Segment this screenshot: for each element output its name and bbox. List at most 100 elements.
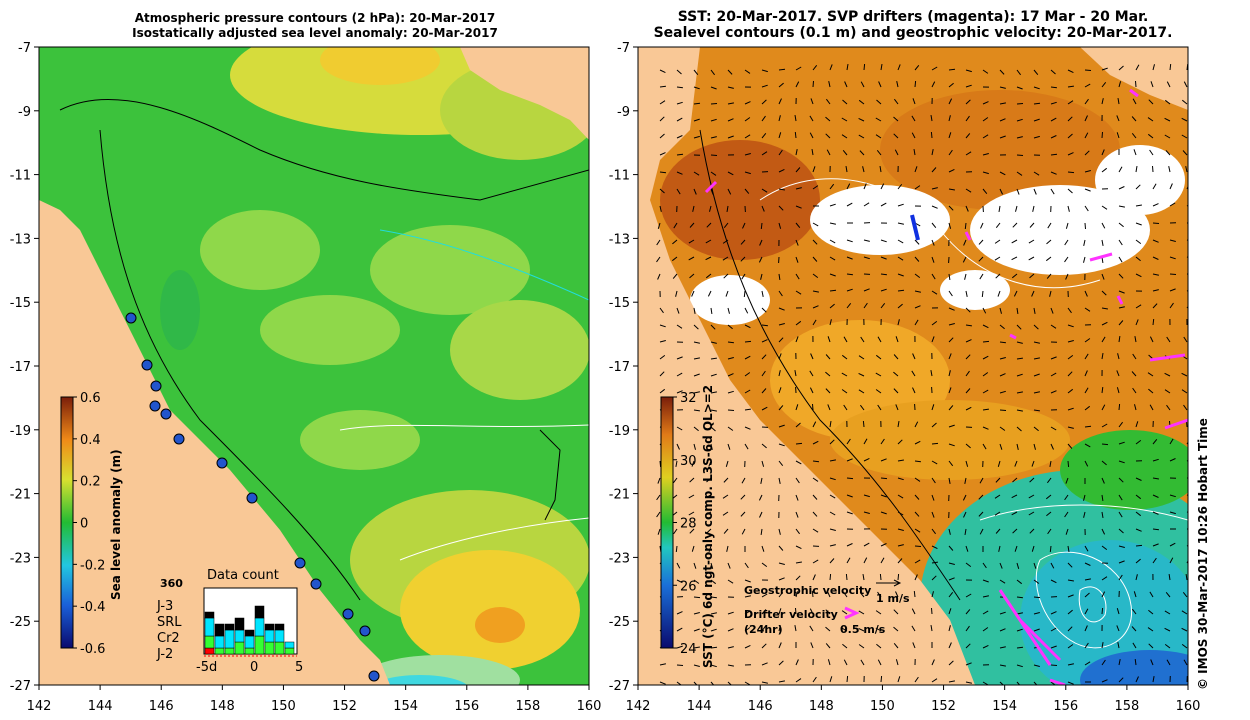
left-ytick-label: -19 bbox=[10, 424, 31, 439]
velocity-arrow bbox=[761, 406, 768, 411]
velocity-arrow bbox=[794, 131, 797, 139]
velocity-arrow bbox=[744, 426, 751, 430]
right-ytick-label: -13 bbox=[609, 232, 630, 247]
velocity-arrow bbox=[1186, 560, 1188, 564]
velocity-arrow bbox=[879, 166, 882, 173]
velocity-arrow bbox=[858, 117, 865, 122]
velocity-arrow bbox=[912, 353, 916, 360]
velocity-arrow bbox=[705, 494, 712, 499]
velocity-arrow bbox=[879, 573, 882, 581]
velocity-arrow bbox=[723, 222, 729, 229]
velocity-arrow bbox=[778, 577, 785, 581]
velocity-arrow bbox=[982, 644, 989, 649]
velocity-arrow bbox=[982, 307, 987, 314]
data-count-bar bbox=[204, 611, 215, 619]
velocity-arrow bbox=[829, 528, 836, 531]
velocity-arrow bbox=[758, 256, 763, 263]
velocity-arrow bbox=[795, 239, 799, 246]
velocity-arrow bbox=[1016, 628, 1023, 632]
data-count-bar bbox=[234, 641, 245, 655]
velocity-arrow bbox=[914, 460, 921, 463]
velocity-arrow bbox=[893, 133, 899, 139]
velocity-arrow bbox=[705, 273, 712, 279]
velocity-arrow bbox=[1064, 494, 1069, 501]
velocity-arrow bbox=[914, 477, 921, 482]
velocity-arrow bbox=[812, 305, 819, 309]
velocity-arrow bbox=[827, 336, 831, 343]
velocity-arrow bbox=[706, 477, 712, 483]
velocity-arrow bbox=[744, 579, 751, 583]
velocity-arrow bbox=[761, 132, 767, 139]
velocity-arrow bbox=[875, 117, 882, 122]
velocity-arrow bbox=[691, 545, 695, 552]
velocity-arrow bbox=[795, 290, 802, 295]
velocity-arrow bbox=[1084, 132, 1089, 139]
velocity-arrow bbox=[1012, 528, 1018, 534]
velocity-arrow bbox=[1033, 118, 1040, 122]
sla-colorbar-label: Sea level anomaly (m) bbox=[109, 449, 123, 600]
velocity-arrow bbox=[659, 188, 665, 194]
velocity-arrow bbox=[812, 319, 817, 326]
velocity-arrow bbox=[795, 222, 801, 229]
velocity-arrow bbox=[1050, 627, 1057, 632]
velocity-arrow bbox=[1118, 336, 1121, 343]
velocity-arrow bbox=[761, 562, 768, 567]
velocity-arrow bbox=[1117, 98, 1120, 105]
velocity-arrow bbox=[999, 188, 1004, 195]
velocity-arrow bbox=[948, 562, 955, 565]
velocity-arrow bbox=[1067, 443, 1073, 449]
velocity-arrow bbox=[1181, 372, 1188, 377]
velocity-arrow bbox=[1067, 388, 1074, 394]
velocity-arrow bbox=[725, 290, 729, 297]
velocity-arrow bbox=[1084, 338, 1091, 343]
velocity-arrow bbox=[1149, 336, 1154, 343]
data-count-bar bbox=[204, 635, 215, 649]
velocity-arrow bbox=[676, 307, 680, 314]
velocity-arrow bbox=[693, 341, 700, 344]
velocity-arrow bbox=[744, 153, 751, 156]
velocity-arrow bbox=[897, 528, 904, 531]
velocity-arrow bbox=[1169, 63, 1172, 71]
left-ytick-label: -7 bbox=[18, 41, 31, 56]
velocity-arrow bbox=[914, 494, 920, 500]
velocity-arrow bbox=[1033, 188, 1037, 195]
velocity-arrow bbox=[858, 644, 865, 649]
velocity-arrow bbox=[659, 133, 665, 139]
velocity-arrow bbox=[1152, 477, 1159, 480]
velocity-arrow bbox=[676, 664, 684, 666]
velocity-arrow bbox=[1016, 373, 1023, 377]
velocity-arrow bbox=[914, 511, 920, 517]
velocity-arrow bbox=[778, 562, 785, 565]
velocity-arrow bbox=[1131, 371, 1137, 377]
velocity-arrow bbox=[778, 660, 784, 666]
velocity-arrow bbox=[810, 642, 814, 649]
velocity-arrow bbox=[914, 239, 920, 245]
velocity-arrow bbox=[1152, 318, 1155, 326]
velocity-arrow bbox=[1064, 511, 1069, 518]
velocity-arrow bbox=[727, 118, 734, 122]
velocity-arrow bbox=[1016, 154, 1024, 156]
velocity-arrow bbox=[795, 66, 802, 71]
velocity-arrow bbox=[1050, 664, 1058, 666]
velocity-arrow bbox=[897, 64, 901, 71]
data-count-bar bbox=[204, 647, 215, 655]
velocity-arrow bbox=[778, 82, 784, 88]
velocity-arrow bbox=[914, 80, 917, 88]
velocity-arrow bbox=[863, 63, 866, 71]
velocity-arrow bbox=[995, 477, 1001, 483]
velocity-arrow bbox=[930, 115, 933, 122]
velocity-arrow bbox=[676, 426, 683, 431]
velocity-arrow bbox=[914, 290, 921, 293]
left-ytick-label: -13 bbox=[10, 232, 31, 247]
velocity-arrow bbox=[693, 426, 699, 432]
velocity-arrow bbox=[1067, 116, 1073, 122]
velocity-arrow bbox=[1084, 608, 1089, 615]
velocity-arrow bbox=[1101, 387, 1104, 394]
velocity-arrow bbox=[841, 354, 848, 360]
velocity-arrow bbox=[761, 188, 768, 193]
credit-text: © IMOS 30-Mar-2017 10:26 Hobart Time bbox=[1196, 418, 1210, 690]
velocity-arrow bbox=[1165, 591, 1171, 598]
velocity-arrow bbox=[795, 273, 800, 280]
velocity-arrow bbox=[948, 188, 955, 191]
velocity-arrow bbox=[1016, 409, 1023, 412]
